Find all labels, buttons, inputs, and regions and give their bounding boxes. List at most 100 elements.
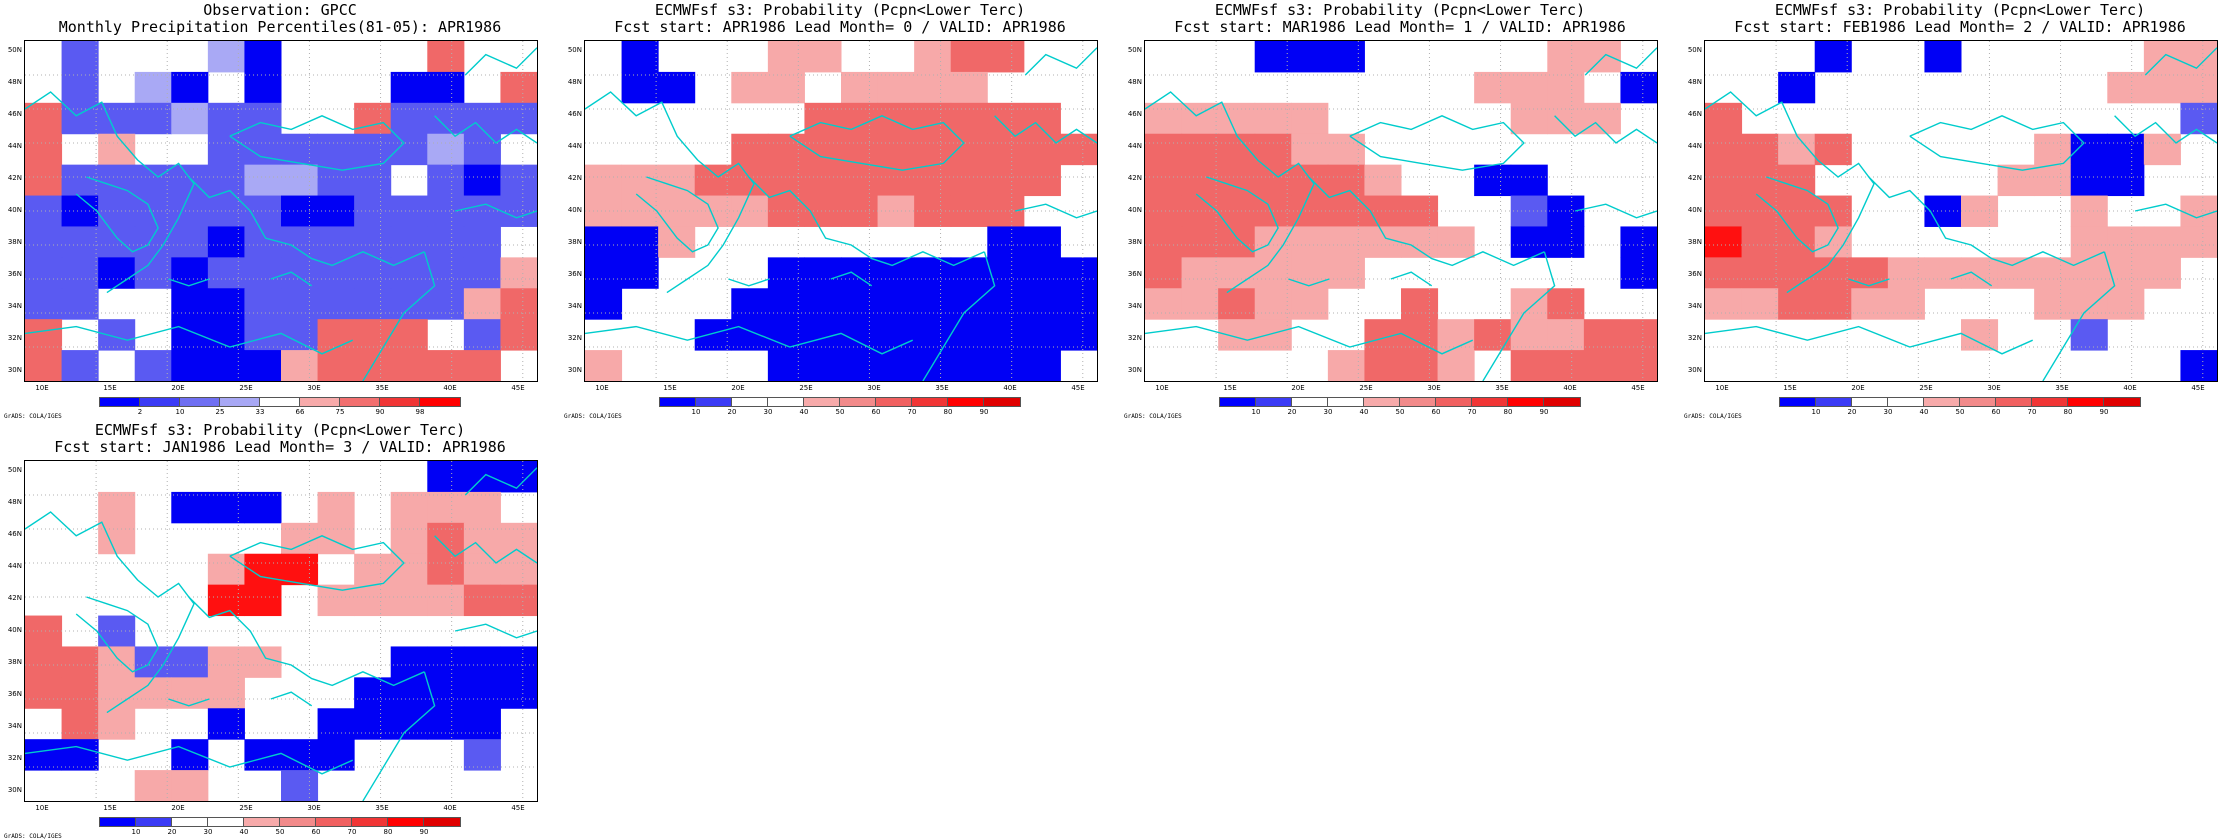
grid-cell	[98, 319, 136, 351]
grid-cell	[1327, 257, 1365, 289]
colorbar-swatch	[2103, 397, 2141, 407]
grid-cell	[25, 257, 63, 289]
grid-cell	[1145, 288, 1183, 320]
grid-cell	[317, 708, 355, 740]
grid-cell	[500, 71, 537, 104]
grid-cell	[621, 226, 659, 258]
colorbar-swatches	[1779, 397, 2141, 407]
grid-cell	[1620, 226, 1657, 258]
latitude-tick-label: 46N	[567, 110, 582, 118]
grid-cell	[1218, 226, 1256, 258]
grid-cell	[25, 615, 63, 647]
longitude-tick-label: 15E	[1783, 384, 1797, 392]
longitude-tick-label: 40E	[1003, 384, 1017, 392]
panel-subtitle: Fcst start: APR1986 Lead Month= 0 / VALI…	[614, 18, 1066, 36]
colorbar-label: 25	[215, 408, 225, 416]
grid-cell	[463, 288, 501, 320]
grid-cell	[731, 71, 769, 104]
grid-cell	[804, 164, 842, 197]
grid-cell	[1510, 164, 1548, 197]
longitude-tick-label: 20E	[1851, 384, 1865, 392]
grid-cell	[621, 257, 659, 289]
coastline	[2134, 203, 2217, 219]
grid-cell	[1023, 319, 1061, 351]
latitude-tick-label: 50N	[567, 46, 582, 54]
coastline	[1950, 271, 1993, 287]
coastline	[1390, 271, 1433, 287]
panel-title: ECMWFsf s3: Probability (Pcpn<Lower Terc…	[1214, 1, 1586, 19]
colorbar-label: 30	[763, 408, 773, 416]
latitude-tick-label: 32N	[567, 334, 582, 342]
latitude-tick-label: 32N	[7, 754, 22, 762]
colorbar-label: 60	[1431, 408, 1441, 416]
colorbar-swatch	[351, 817, 389, 827]
grid-cell	[354, 677, 392, 709]
colorbar-label: 80	[943, 408, 953, 416]
probability-map	[1704, 40, 2218, 382]
grid-cell	[281, 770, 319, 801]
grid-cell	[463, 257, 501, 289]
grid-cell	[950, 41, 988, 73]
panel-subtitle: Fcst start: MAR1986 Lead Month= 1 / VALI…	[1174, 18, 1626, 36]
coastline	[75, 596, 159, 673]
colorbar: 2 10 25 33 66 75 90 98	[0, 397, 560, 420]
grid-cell	[1291, 257, 1329, 289]
colorbar-swatch	[299, 397, 341, 407]
grid-cell	[463, 646, 501, 678]
grid-cell	[390, 102, 428, 135]
grid-cell	[61, 646, 99, 678]
coastline	[25, 511, 195, 714]
colorbar-label: 70	[347, 828, 357, 836]
grid-cell	[1924, 257, 1962, 289]
coastline	[270, 271, 313, 287]
colorbar-label: 2	[137, 408, 143, 416]
grid-cell	[500, 164, 537, 197]
colorbar-swatch	[135, 817, 173, 827]
coastline	[188, 596, 425, 687]
map-panel-lead-3: ECMWFsf s3: Probability (Pcpn<Lower Terc…	[0, 420, 560, 840]
latitude-tick-label: 34N	[7, 302, 22, 310]
coastline	[789, 115, 965, 171]
grid-cell	[2180, 226, 2217, 258]
grid-cell	[25, 739, 63, 771]
grid-cell	[1547, 288, 1585, 320]
panel-subtitle: Fcst start: JAN1986 Lead Month= 3 / VALI…	[54, 438, 506, 456]
grid-cell	[1705, 133, 1743, 166]
grid-cell	[98, 133, 136, 166]
longitude-tick-label: 40E	[443, 804, 457, 812]
grid-cell	[1961, 319, 1999, 351]
grid-cell	[1510, 102, 1548, 135]
grid-cell	[61, 41, 99, 73]
grid-cell	[1705, 195, 1743, 227]
latitude-tick-label: 44N	[1127, 142, 1142, 150]
grid-cell	[207, 491, 245, 524]
longitude-tick-label: 30E	[1987, 384, 2001, 392]
coastline	[434, 535, 537, 564]
grid-cell	[1705, 226, 1743, 258]
coastline	[270, 691, 313, 707]
grid-cell	[25, 226, 63, 258]
colorbar-swatch	[1435, 397, 1473, 407]
grid-cell	[1583, 350, 1621, 381]
grid-cell	[463, 708, 501, 740]
grid-cell	[1741, 288, 1779, 320]
coastline	[168, 278, 210, 287]
grid-cell	[134, 350, 172, 381]
grid-cell	[61, 195, 99, 227]
grid-cell	[1218, 164, 1256, 197]
coastline	[362, 251, 436, 381]
latitude-tick-label: 44N	[7, 562, 22, 570]
latitude-tick-label: 46N	[1127, 110, 1142, 118]
colorbar-label: 50	[1395, 408, 1405, 416]
grid-cell	[500, 553, 537, 586]
grid-cell	[987, 288, 1025, 320]
coastline	[2144, 47, 2217, 76]
grid-cell	[621, 71, 659, 104]
latitude-tick-label: 30N	[567, 366, 582, 374]
grid-cell	[463, 164, 501, 197]
latitude-tick-label: 40N	[1687, 206, 1702, 214]
colorbar-label: 80	[383, 828, 393, 836]
grid-cell	[98, 226, 136, 258]
grid-cell	[1851, 257, 1889, 289]
colorbar-swatches	[1219, 397, 1581, 407]
